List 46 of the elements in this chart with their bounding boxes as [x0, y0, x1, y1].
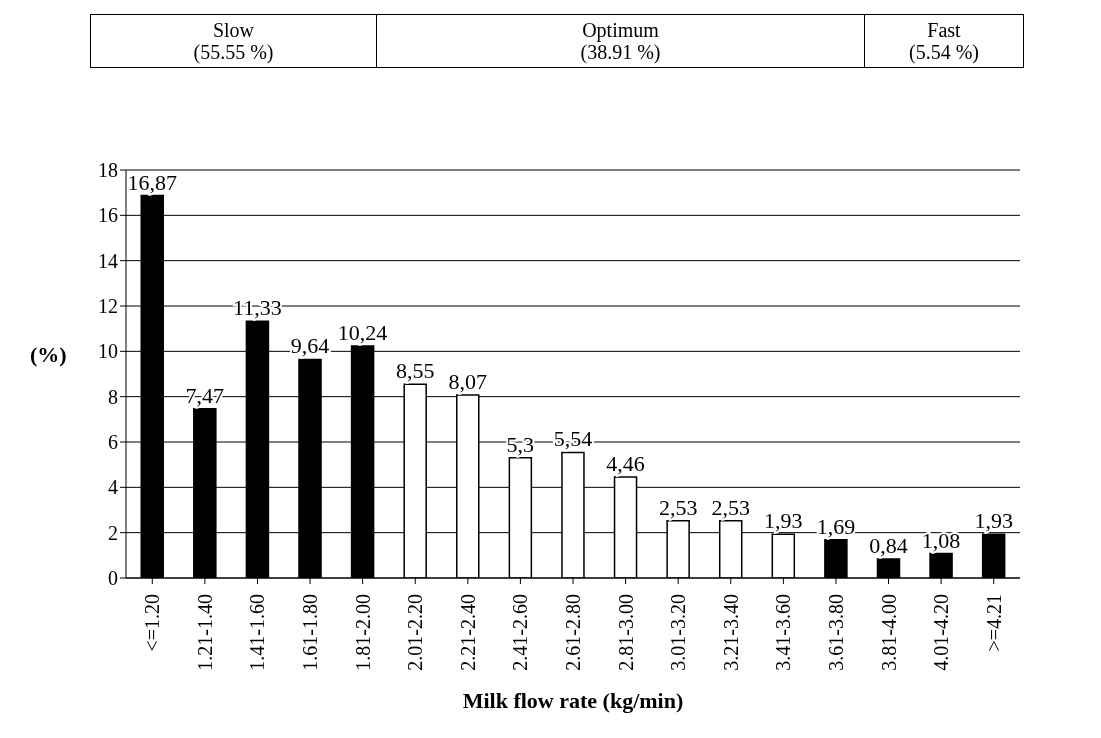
y-tick-label: 18: [98, 159, 118, 182]
x-tick-label: 1.81-2.00: [351, 594, 374, 671]
x-tick-label: 1.61-1.80: [299, 594, 322, 671]
x-tick-label: 2.41-2.60: [509, 594, 532, 671]
x-tick-label: 2.61-2.80: [562, 594, 584, 671]
y-tick-label: 10: [98, 340, 118, 363]
data-label: 2,53: [658, 494, 698, 520]
data-label: 5,54: [553, 426, 593, 452]
y-tick-label: 6: [108, 431, 118, 454]
x-tick-label: 2.01-2.20: [404, 594, 427, 671]
y-tick-label: 16: [98, 204, 118, 227]
data-label: 10,24: [337, 319, 388, 345]
data-label: 1,93: [974, 508, 1013, 534]
data-label: 1,93: [764, 508, 803, 534]
x-tick-label: 3.01-3.20: [667, 594, 690, 671]
y-tick-label: 14: [98, 249, 118, 272]
text: Slow (55.55 %): [192, 19, 275, 63]
data-label: 8,55: [395, 358, 435, 384]
y-axis-title: (%): [30, 342, 67, 368]
text: Optimum (38.91 %): [579, 19, 662, 63]
data-label: 11,33: [233, 295, 282, 321]
y-tick-label: 12: [98, 295, 118, 318]
data-label: 5,3: [506, 431, 535, 457]
data-label: 1,08: [921, 527, 961, 553]
data-label: 2,53: [711, 494, 750, 520]
text: Fast (5.54 %): [908, 19, 980, 63]
x-tick-label: 1.21-1.40: [193, 594, 216, 671]
data-label: 0,84: [869, 532, 908, 558]
x-axis-title: Milk flow rate (kg/min): [462, 688, 684, 713]
x-tick-label: 3.81-4.00: [877, 594, 900, 671]
x-tick-label: <=1.20: [141, 594, 164, 652]
y-tick-label: 4: [108, 476, 118, 499]
data-label: 8,07: [448, 369, 488, 395]
x-tick-label: 3.41-3.60: [772, 594, 795, 671]
x-tick-label: 1.41-1.60: [246, 594, 269, 671]
x-tick-label: >=4.21: [982, 594, 1005, 652]
x-tick-label: 3.21-3.40: [719, 594, 742, 671]
data-label: 4,46: [606, 450, 645, 476]
y-tick-label: 8: [108, 385, 118, 408]
x-tick-label: 2.81-3.00: [614, 594, 637, 671]
x-tick-label: 2.21-2.40: [456, 594, 479, 671]
y-tick-label: 2: [108, 521, 118, 544]
y-tick-label: 0: [108, 567, 118, 590]
x-tick-label: 4.01-4.20: [930, 594, 953, 671]
data-label: 16,87: [127, 169, 177, 195]
x-tick-label: 3.61-3.80: [824, 594, 847, 671]
